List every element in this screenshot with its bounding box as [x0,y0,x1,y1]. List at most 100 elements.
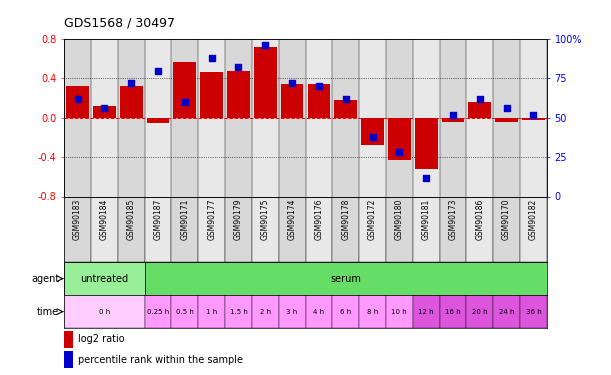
Text: GSM90178: GSM90178 [341,198,350,240]
Text: 8 h: 8 h [367,309,378,315]
Bar [496,118,518,122]
Bar [306,196,332,262]
Bar [174,62,196,118]
Text: GSM90172: GSM90172 [368,198,377,240]
Text: 1.5 h: 1.5 h [230,309,247,315]
Bar [439,39,466,197]
Bar [493,196,520,262]
Text: 6 h: 6 h [340,309,351,315]
Bar [172,196,198,262]
Bar [359,39,386,197]
Text: 0.5 h: 0.5 h [176,309,194,315]
Bar [493,295,520,328]
Bar [413,39,439,197]
Bar [145,39,172,197]
Bar [307,84,331,118]
Bar [172,295,198,328]
Bar [172,39,198,197]
Bar [493,39,520,197]
Text: 12 h: 12 h [419,309,434,315]
Bar [466,196,493,262]
Bar [388,118,411,160]
Bar [413,295,439,328]
Bar [225,295,252,328]
Bar [91,196,118,262]
Text: 0 h: 0 h [99,309,110,315]
Bar [442,118,464,122]
Bar [279,39,306,197]
Bar [466,295,493,328]
Bar [91,39,118,197]
Bar [118,196,145,262]
Text: GSM90182: GSM90182 [529,198,538,240]
Bar [332,295,359,328]
Bar [439,295,466,328]
Bar [279,196,306,262]
Bar [466,39,493,197]
Text: GSM90176: GSM90176 [315,198,323,240]
Bar [359,295,386,328]
Text: percentile rank within the sample: percentile rank within the sample [78,355,243,364]
Bar [118,39,145,197]
Point [233,64,243,70]
Text: 10 h: 10 h [392,309,407,315]
Point [73,96,82,102]
Text: GSM90174: GSM90174 [288,198,296,240]
Bar [225,39,252,197]
Point [475,96,485,102]
Bar [66,86,89,118]
Bar [227,70,250,118]
Point [153,68,163,74]
Text: serum: serum [331,274,361,284]
Text: agent: agent [31,274,59,284]
Text: GSM90186: GSM90186 [475,198,485,240]
Text: GSM90170: GSM90170 [502,198,511,240]
Point [287,80,297,86]
Text: 20 h: 20 h [472,309,488,315]
Point [126,80,136,86]
Text: GSM90185: GSM90185 [126,198,136,240]
Point [368,134,378,140]
Text: 1 h: 1 h [206,309,218,315]
Bar [520,295,547,328]
Point [422,175,431,181]
Text: 4 h: 4 h [313,309,324,315]
Text: 16 h: 16 h [445,309,461,315]
Text: GSM90171: GSM90171 [180,198,189,240]
Text: GSM90180: GSM90180 [395,198,404,240]
Point [529,112,538,118]
Bar [469,102,491,118]
Text: untreated: untreated [80,274,128,284]
Bar [252,196,279,262]
Bar [252,39,279,197]
Text: GSM90184: GSM90184 [100,198,109,240]
Bar [64,262,145,295]
Bar [413,196,439,262]
Bar [306,295,332,328]
Bar [332,196,359,262]
Bar [306,39,332,197]
Bar [64,295,145,328]
Bar [280,84,304,118]
Point [207,55,216,61]
Bar [64,196,91,262]
Text: 36 h: 36 h [525,309,541,315]
Bar [520,39,547,197]
Bar [522,118,545,120]
Point [180,99,190,105]
Bar [198,196,225,262]
Point [448,112,458,118]
Text: 0.25 h: 0.25 h [147,309,169,315]
Point [100,105,109,111]
Bar [147,118,169,123]
Bar [200,72,223,118]
Text: GSM90183: GSM90183 [73,198,82,240]
Bar [198,39,225,197]
Bar [145,295,172,328]
Bar [386,295,413,328]
Text: 24 h: 24 h [499,309,514,315]
Bar [439,196,466,262]
Point [260,42,270,48]
Bar [254,47,277,118]
Bar [386,196,413,262]
